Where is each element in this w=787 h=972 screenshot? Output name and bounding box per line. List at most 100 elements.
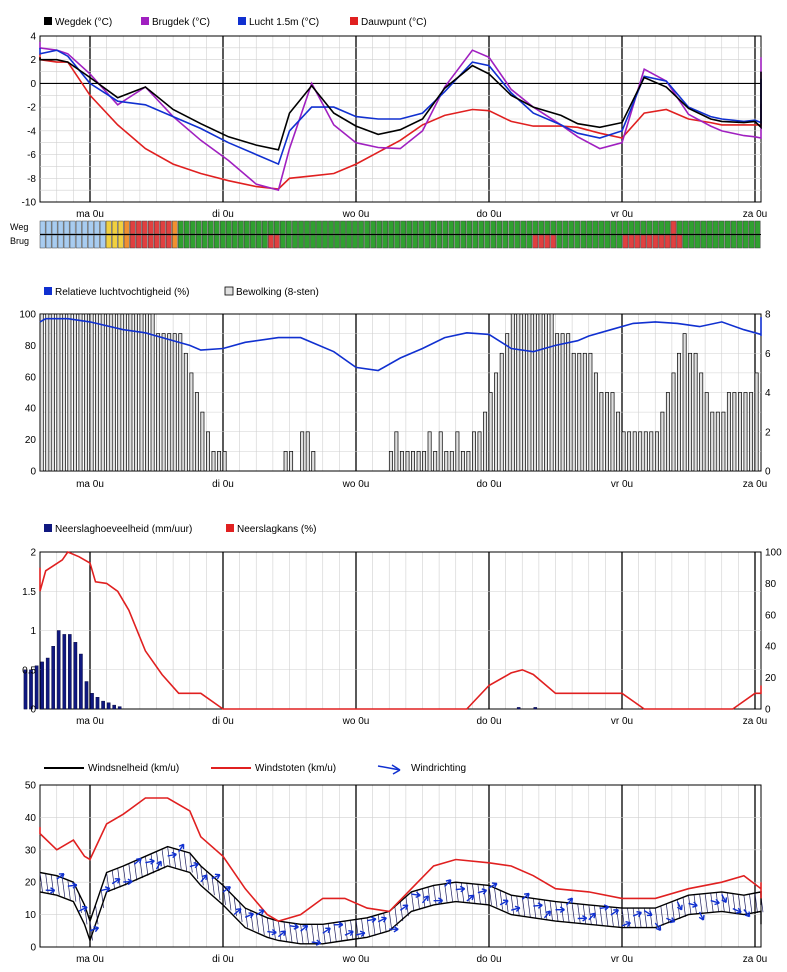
wind-arrow-shaft	[377, 917, 387, 923]
hatch-stroke	[117, 868, 121, 888]
strip-cell	[580, 220, 587, 235]
wind-arrow-shaft	[100, 887, 110, 892]
hatch-stroke	[327, 923, 332, 944]
hatch-stroke	[682, 897, 686, 917]
wind-arrow-head	[459, 885, 466, 893]
x-tick-label: ma 0u	[76, 716, 104, 727]
wind-arrow-shaft	[200, 874, 208, 883]
hatch-stroke	[699, 894, 703, 914]
wind-arrow	[267, 928, 277, 936]
y-tick-label: 60	[765, 610, 777, 621]
series-wind-gust	[39, 797, 762, 922]
hatch-stroke	[206, 870, 210, 891]
strip-cell	[135, 234, 142, 249]
cloud-bars	[39, 313, 759, 472]
wind-arrow	[632, 911, 642, 918]
legend-label-cloud: Bewolking (8-sten)	[236, 287, 319, 298]
strip-cell	[406, 234, 412, 249]
hatch-stroke	[95, 904, 99, 925]
strip-cell	[274, 234, 280, 249]
cloud-bar	[605, 392, 609, 472]
wind-arrow	[444, 879, 452, 887]
strip-cell	[123, 234, 130, 249]
wind-arrow	[222, 886, 231, 893]
strip-cell	[232, 220, 238, 235]
wind-arrow-head	[582, 915, 588, 922]
strip-cell	[93, 234, 100, 249]
hatch-stroke	[388, 911, 393, 931]
wind-arrow-head	[445, 879, 452, 885]
wind-arrow	[610, 909, 619, 916]
wind-arrow-shaft	[366, 918, 377, 922]
y-tick-label: 40	[765, 642, 777, 653]
hatch-stroke	[488, 885, 492, 905]
wind-arrow	[455, 885, 466, 893]
strip-cell	[706, 234, 713, 249]
temperature-legend: Wegdek (°C) Brugdek (°C) Lucht 1.5m (°C)…	[44, 17, 427, 28]
wind-arrow-shaft	[189, 863, 199, 868]
strip-cell	[616, 220, 623, 235]
strip-cell	[622, 220, 629, 235]
wind-arrow-head	[348, 930, 354, 936]
strip-cell	[400, 220, 406, 235]
strip-cell	[712, 220, 719, 235]
strip-cell	[177, 234, 184, 249]
strip-cell	[135, 220, 142, 235]
wind-y-ticks: 0 10 20 30 40 50	[25, 781, 37, 954]
strip-cell	[177, 220, 184, 235]
wind-arrow-head	[381, 916, 387, 923]
strip-cell	[129, 220, 136, 235]
strip-cell	[292, 220, 298, 235]
cloud-bar	[122, 313, 127, 472]
strip-cell	[580, 234, 587, 249]
wind-arrow-head	[338, 921, 344, 928]
wind-arrow-head	[613, 909, 619, 915]
strip-cell	[159, 234, 166, 249]
hatch-stroke	[704, 893, 708, 914]
y-tick-label: 4	[765, 388, 771, 399]
strip-cell	[556, 220, 563, 235]
wind-arrow	[145, 858, 155, 865]
strip-cell	[532, 220, 539, 235]
strip-cell	[640, 234, 647, 249]
strip-cell	[718, 234, 725, 249]
y-tick-label: 50	[25, 781, 37, 792]
strip-cell	[460, 220, 467, 235]
hatch-stroke	[654, 908, 659, 928]
strip-cell	[628, 220, 635, 235]
strip-cell	[592, 220, 599, 235]
wind-direction-hatch	[39, 846, 764, 944]
hatch-stroke	[244, 908, 249, 928]
wind-arrow-head	[127, 878, 133, 886]
strip-cell	[57, 220, 64, 235]
strip-cells	[39, 220, 761, 249]
wind-arrow	[421, 895, 429, 904]
strip-cell	[159, 220, 166, 235]
cloud-bar	[427, 431, 432, 472]
hatch-stroke	[433, 885, 437, 905]
wind-arrow-shaft	[444, 879, 452, 887]
y-tick-label: 20	[765, 673, 777, 684]
cloud-bar	[150, 313, 155, 472]
wind-arrow-head	[72, 882, 78, 889]
wind-arrow-head	[81, 905, 88, 912]
cloud-bar	[200, 411, 205, 472]
wind-arrow-shaft	[654, 922, 662, 931]
legend-swatch-winddir	[377, 764, 401, 775]
strip-cell	[75, 220, 82, 235]
precip-bar	[56, 630, 61, 710]
wind-arrow-head	[58, 873, 65, 879]
wind-arrow-shaft	[155, 860, 162, 870]
strip-cell	[280, 234, 286, 249]
strip-cell	[544, 234, 551, 249]
wind-arrow-shaft	[511, 907, 520, 911]
hatch-stroke	[278, 921, 282, 941]
cloud-bar	[222, 451, 227, 472]
y-tick-label: 30	[25, 845, 37, 856]
cloud-bar	[194, 392, 199, 472]
strip-cell	[676, 220, 683, 235]
cloud-bar	[39, 313, 44, 472]
precipitation-x-ticks: ma 0u di 0u wo 0u do 0u vr 0u za 0u	[76, 716, 767, 727]
wind-arrow-shaft	[289, 925, 299, 928]
legend-swatch-precip	[44, 524, 52, 532]
